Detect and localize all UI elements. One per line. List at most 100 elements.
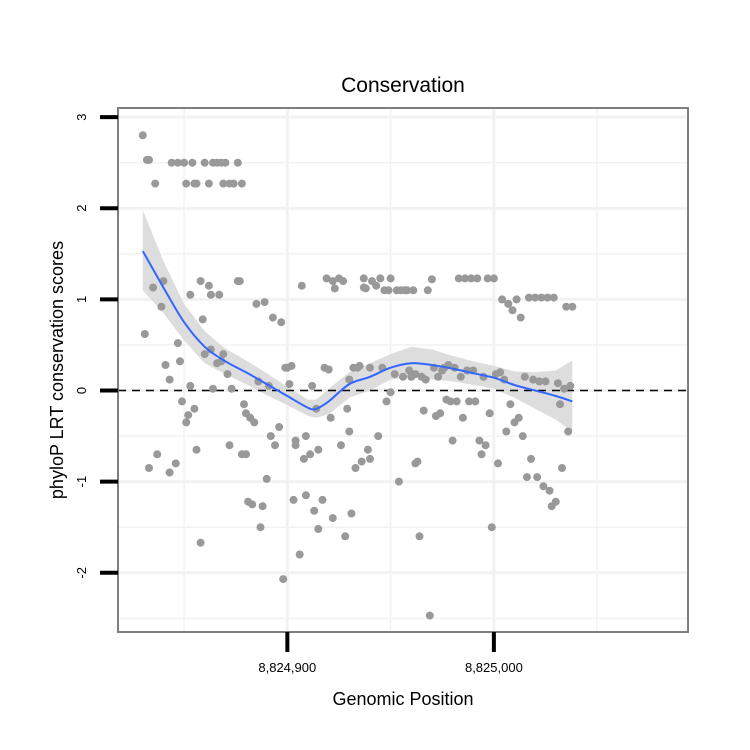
data-point bbox=[564, 427, 573, 436]
data-point bbox=[190, 404, 199, 413]
data-point bbox=[221, 158, 230, 167]
data-point bbox=[343, 404, 352, 413]
data-point bbox=[186, 381, 195, 390]
data-point bbox=[237, 179, 246, 188]
data-point bbox=[256, 523, 265, 532]
data-point bbox=[235, 277, 244, 286]
data-point bbox=[219, 350, 228, 359]
data-point bbox=[345, 375, 354, 384]
data-point bbox=[173, 339, 182, 348]
data-point bbox=[506, 400, 515, 409]
data-point bbox=[215, 290, 224, 299]
data-point bbox=[411, 370, 420, 379]
y-ticks: -2 -1 0 1 2 3 bbox=[74, 113, 118, 579]
data-point bbox=[527, 454, 535, 463]
data-point bbox=[308, 381, 317, 390]
plot-panel bbox=[117, 107, 689, 633]
data-point bbox=[458, 413, 467, 422]
data-point bbox=[434, 372, 443, 381]
data-point bbox=[537, 293, 546, 302]
data-point bbox=[182, 179, 191, 188]
data-point bbox=[297, 281, 306, 290]
data-point bbox=[413, 457, 422, 466]
data-point bbox=[496, 368, 505, 377]
data-point bbox=[355, 361, 364, 370]
data-point bbox=[522, 473, 531, 482]
data-point bbox=[268, 313, 277, 322]
data-point bbox=[525, 293, 533, 302]
data-point bbox=[415, 532, 424, 541]
data-point bbox=[386, 388, 395, 397]
data-point bbox=[508, 306, 517, 315]
data-point bbox=[504, 299, 513, 308]
data-point bbox=[366, 363, 374, 372]
data-point bbox=[279, 575, 288, 584]
data-point bbox=[549, 293, 558, 302]
data-point bbox=[328, 277, 337, 286]
data-point bbox=[200, 158, 209, 167]
data-point bbox=[225, 441, 234, 450]
data-point bbox=[206, 290, 215, 299]
data-point bbox=[167, 158, 176, 167]
data-point bbox=[471, 397, 480, 406]
data-point bbox=[153, 450, 162, 459]
data-point bbox=[252, 299, 261, 308]
data-point bbox=[427, 275, 436, 284]
data-point bbox=[248, 500, 257, 509]
data-point bbox=[275, 423, 284, 431]
data-point bbox=[242, 450, 250, 459]
data-point bbox=[165, 468, 174, 477]
data-point bbox=[289, 495, 298, 504]
data-point bbox=[477, 450, 486, 459]
data-point bbox=[390, 370, 399, 379]
data-point bbox=[219, 179, 228, 188]
data-point bbox=[382, 397, 391, 406]
data-point bbox=[409, 286, 418, 295]
data-point bbox=[180, 158, 189, 167]
data-point bbox=[461, 274, 469, 283]
data-point bbox=[562, 302, 571, 311]
data-point bbox=[204, 179, 213, 188]
data-point bbox=[240, 400, 248, 409]
data-point bbox=[339, 277, 348, 286]
data-point bbox=[266, 432, 275, 441]
data-point bbox=[539, 482, 548, 491]
data-point bbox=[483, 274, 492, 283]
data-point bbox=[473, 274, 482, 283]
data-point bbox=[314, 525, 323, 533]
data-point bbox=[295, 550, 304, 559]
y-tick-label: -2 bbox=[74, 567, 89, 579]
data-point bbox=[192, 445, 201, 454]
data-point bbox=[250, 418, 259, 427]
data-point bbox=[518, 432, 527, 441]
data-point bbox=[446, 397, 455, 406]
data-point bbox=[328, 514, 337, 523]
data-point bbox=[291, 436, 300, 445]
data-point bbox=[285, 380, 294, 389]
data-point bbox=[359, 274, 368, 283]
data-point bbox=[186, 290, 195, 299]
data-point bbox=[151, 179, 160, 188]
data-point bbox=[140, 330, 149, 338]
data-point bbox=[366, 454, 374, 463]
data-point bbox=[310, 506, 319, 515]
data-point bbox=[260, 298, 269, 307]
data-point bbox=[533, 473, 542, 482]
x-ticks: 8,824,900 8,825,000 bbox=[258, 632, 523, 675]
data-point bbox=[502, 427, 511, 436]
data-point bbox=[184, 411, 193, 420]
data-point bbox=[149, 283, 158, 292]
data-point bbox=[448, 436, 457, 445]
data-point bbox=[475, 436, 484, 445]
data-point bbox=[481, 441, 490, 450]
data-point bbox=[198, 315, 207, 324]
data-point bbox=[192, 179, 201, 188]
data-point bbox=[229, 179, 238, 188]
data-point bbox=[145, 464, 153, 472]
data-point bbox=[514, 413, 523, 422]
y-tick-label: 3 bbox=[74, 113, 89, 120]
confidence-ribbon bbox=[142, 210, 573, 432]
data-point bbox=[209, 384, 217, 393]
data-point bbox=[512, 295, 521, 304]
